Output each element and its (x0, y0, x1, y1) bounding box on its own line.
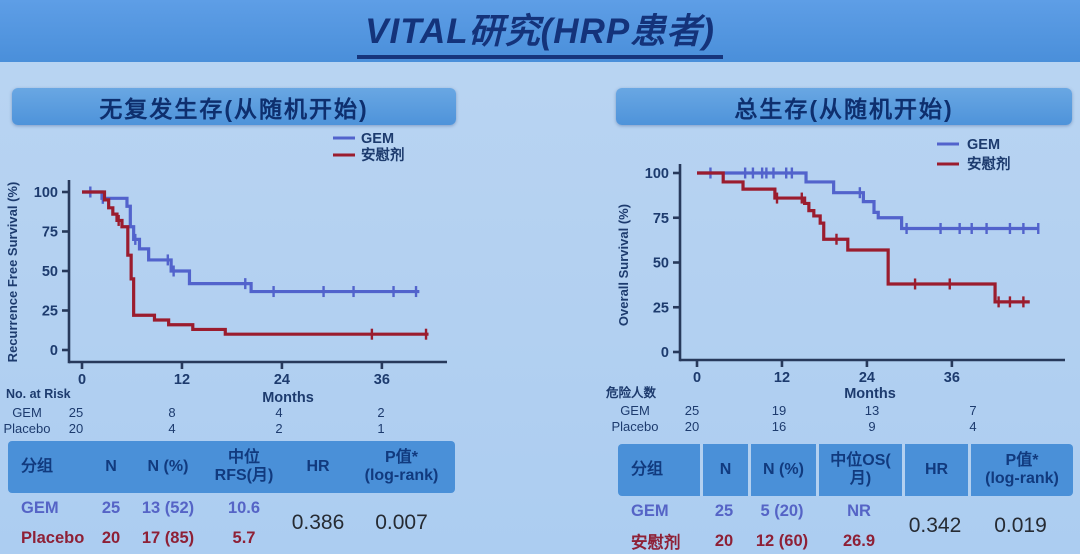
risk-count: 4 (275, 405, 282, 420)
tick-labels: 100 75 50 25 0 0 12 24 36 (645, 166, 960, 386)
risk-count: 25 (69, 405, 83, 420)
placebo-n-pct: 17 (85) (141, 528, 195, 547)
os-summary-table: 分组 N N (%) 中位OS( 月) HR P值* (log-rank) GE… (618, 444, 1073, 554)
risk-label: No. at Risk (6, 387, 71, 401)
hr-value: 0.386 (291, 511, 345, 534)
svg-text:25: 25 (42, 304, 58, 320)
tick-labels: 100 75 50 25 0 0 12 24 36 (34, 185, 390, 388)
header-median: 中位 RFS(月) (200, 441, 288, 493)
legend-label-placebo: 安慰剂 (967, 155, 1011, 173)
km-curve-placebo (697, 171, 1030, 304)
km-curve-gem (697, 171, 1039, 231)
gem-median-os: NR (847, 501, 871, 520)
risk-count: 4 (969, 419, 976, 434)
svg-text:50: 50 (653, 256, 669, 272)
y-axis-label: Overall Survival (%) (616, 204, 631, 326)
gem-n: 25 (101, 498, 121, 517)
risk-count: 2 (275, 421, 282, 436)
header-group: 分组 (8, 441, 86, 493)
page-title: VITAL研究(HRP患者) (357, 3, 723, 59)
risk-count: 13 (865, 403, 879, 418)
gem-median-rfs: 10.6 (227, 498, 261, 517)
risk-count: 1 (377, 421, 384, 436)
header-n-pct: N (%) (136, 441, 200, 493)
risk-count: 16 (772, 419, 786, 434)
placebo-row-label: Placebo (21, 528, 85, 547)
svg-text:0: 0 (693, 370, 701, 386)
risk-count: 4 (168, 421, 175, 436)
rfs-summary-table: 分组 N N (%) 中位 RFS(月) HR P值* (log-rank) G… (8, 441, 455, 553)
risk-label: 危险人数 (605, 385, 657, 400)
risk-row-label: Placebo (4, 421, 51, 436)
header-n: N (700, 444, 748, 496)
risk-count: 20 (685, 419, 699, 434)
km-curve-gem (82, 190, 420, 294)
svg-text:36: 36 (944, 370, 960, 386)
rfs-panel-title: 无复发生存(从随机开始) (12, 88, 456, 125)
risk-row-label: GEM (620, 403, 650, 418)
number-at-risk-table: 危险人数 Months GEM 25 19 13 7 Placebo 20 16 9 4 (605, 385, 977, 434)
svg-text:75: 75 (653, 211, 669, 227)
legend-label-placebo: 安慰剂 (361, 146, 405, 164)
pvalue-value: 0.007 (375, 511, 428, 534)
risk-count: 7 (969, 403, 976, 418)
header-group: 分组 (618, 444, 700, 496)
svg-text:25: 25 (653, 300, 669, 316)
pvalue-value: 0.019 (994, 514, 1047, 537)
svg-text:24: 24 (274, 372, 290, 388)
risk-count: 19 (772, 403, 786, 418)
risk-count: 25 (685, 403, 699, 418)
placebo-median-rfs: 5.7 (232, 528, 256, 547)
header-pvalue: P值* (log-rank) (348, 441, 455, 493)
legend-label-gem: GEM (967, 137, 1000, 153)
hr-value: 0.342 (908, 514, 962, 537)
header-median: 中位OS( 月) (816, 444, 902, 496)
title-banner: VITAL研究(HRP患者) (0, 0, 1080, 62)
svg-text:12: 12 (174, 372, 190, 388)
km-curve-placebo (82, 190, 429, 336)
svg-text:50: 50 (42, 264, 58, 280)
gem-n-pct: 5 (20) (760, 501, 804, 520)
gem-n: 25 (714, 501, 734, 520)
header-hr: HR (288, 441, 348, 493)
legend-label-gem: GEM (361, 131, 394, 147)
y-axis-label: Recurrence Free Survival (%) (5, 182, 20, 363)
svg-text:100: 100 (34, 185, 58, 201)
svg-text:0: 0 (661, 345, 669, 361)
header-pvalue: P值* (log-rank) (968, 444, 1073, 496)
x-axis-title: Months (262, 390, 314, 406)
gem-n-pct: 13 (52) (141, 498, 195, 517)
os-panel-title: 总生存(从随机开始) (616, 88, 1072, 125)
svg-text:0: 0 (78, 372, 86, 388)
x-axis-title: Months (844, 386, 896, 402)
gem-row-label: GEM (631, 501, 669, 520)
placebo-row-label: 安慰剂 (631, 534, 681, 552)
header-hr: HR (902, 444, 968, 496)
axes (673, 164, 1065, 367)
svg-text:100: 100 (645, 166, 669, 182)
header-n: N (86, 441, 136, 493)
risk-row-label: Placebo (612, 419, 659, 434)
risk-count: 9 (868, 419, 875, 434)
svg-text:0: 0 (50, 343, 58, 359)
header-n-pct: N (%) (748, 444, 816, 496)
svg-text:24: 24 (859, 370, 875, 386)
risk-count: 20 (69, 421, 83, 436)
svg-text:75: 75 (42, 225, 58, 241)
os-km-chart: 100 75 50 25 0 0 12 24 36 Overall Survival (%) GEM… (605, 137, 1065, 434)
risk-count: 8 (168, 405, 175, 420)
svg-text:12: 12 (774, 370, 790, 386)
placebo-n: 20 (714, 531, 734, 550)
axes (62, 180, 447, 369)
gem-row-label: GEM (21, 498, 59, 517)
placebo-n: 20 (101, 528, 121, 547)
risk-row-label: GEM (12, 405, 42, 420)
svg-text:36: 36 (374, 372, 390, 388)
placebo-median-os: 26.9 (842, 531, 876, 550)
placebo-n-pct: 12 (60) (755, 531, 809, 550)
risk-count: 2 (377, 405, 384, 420)
